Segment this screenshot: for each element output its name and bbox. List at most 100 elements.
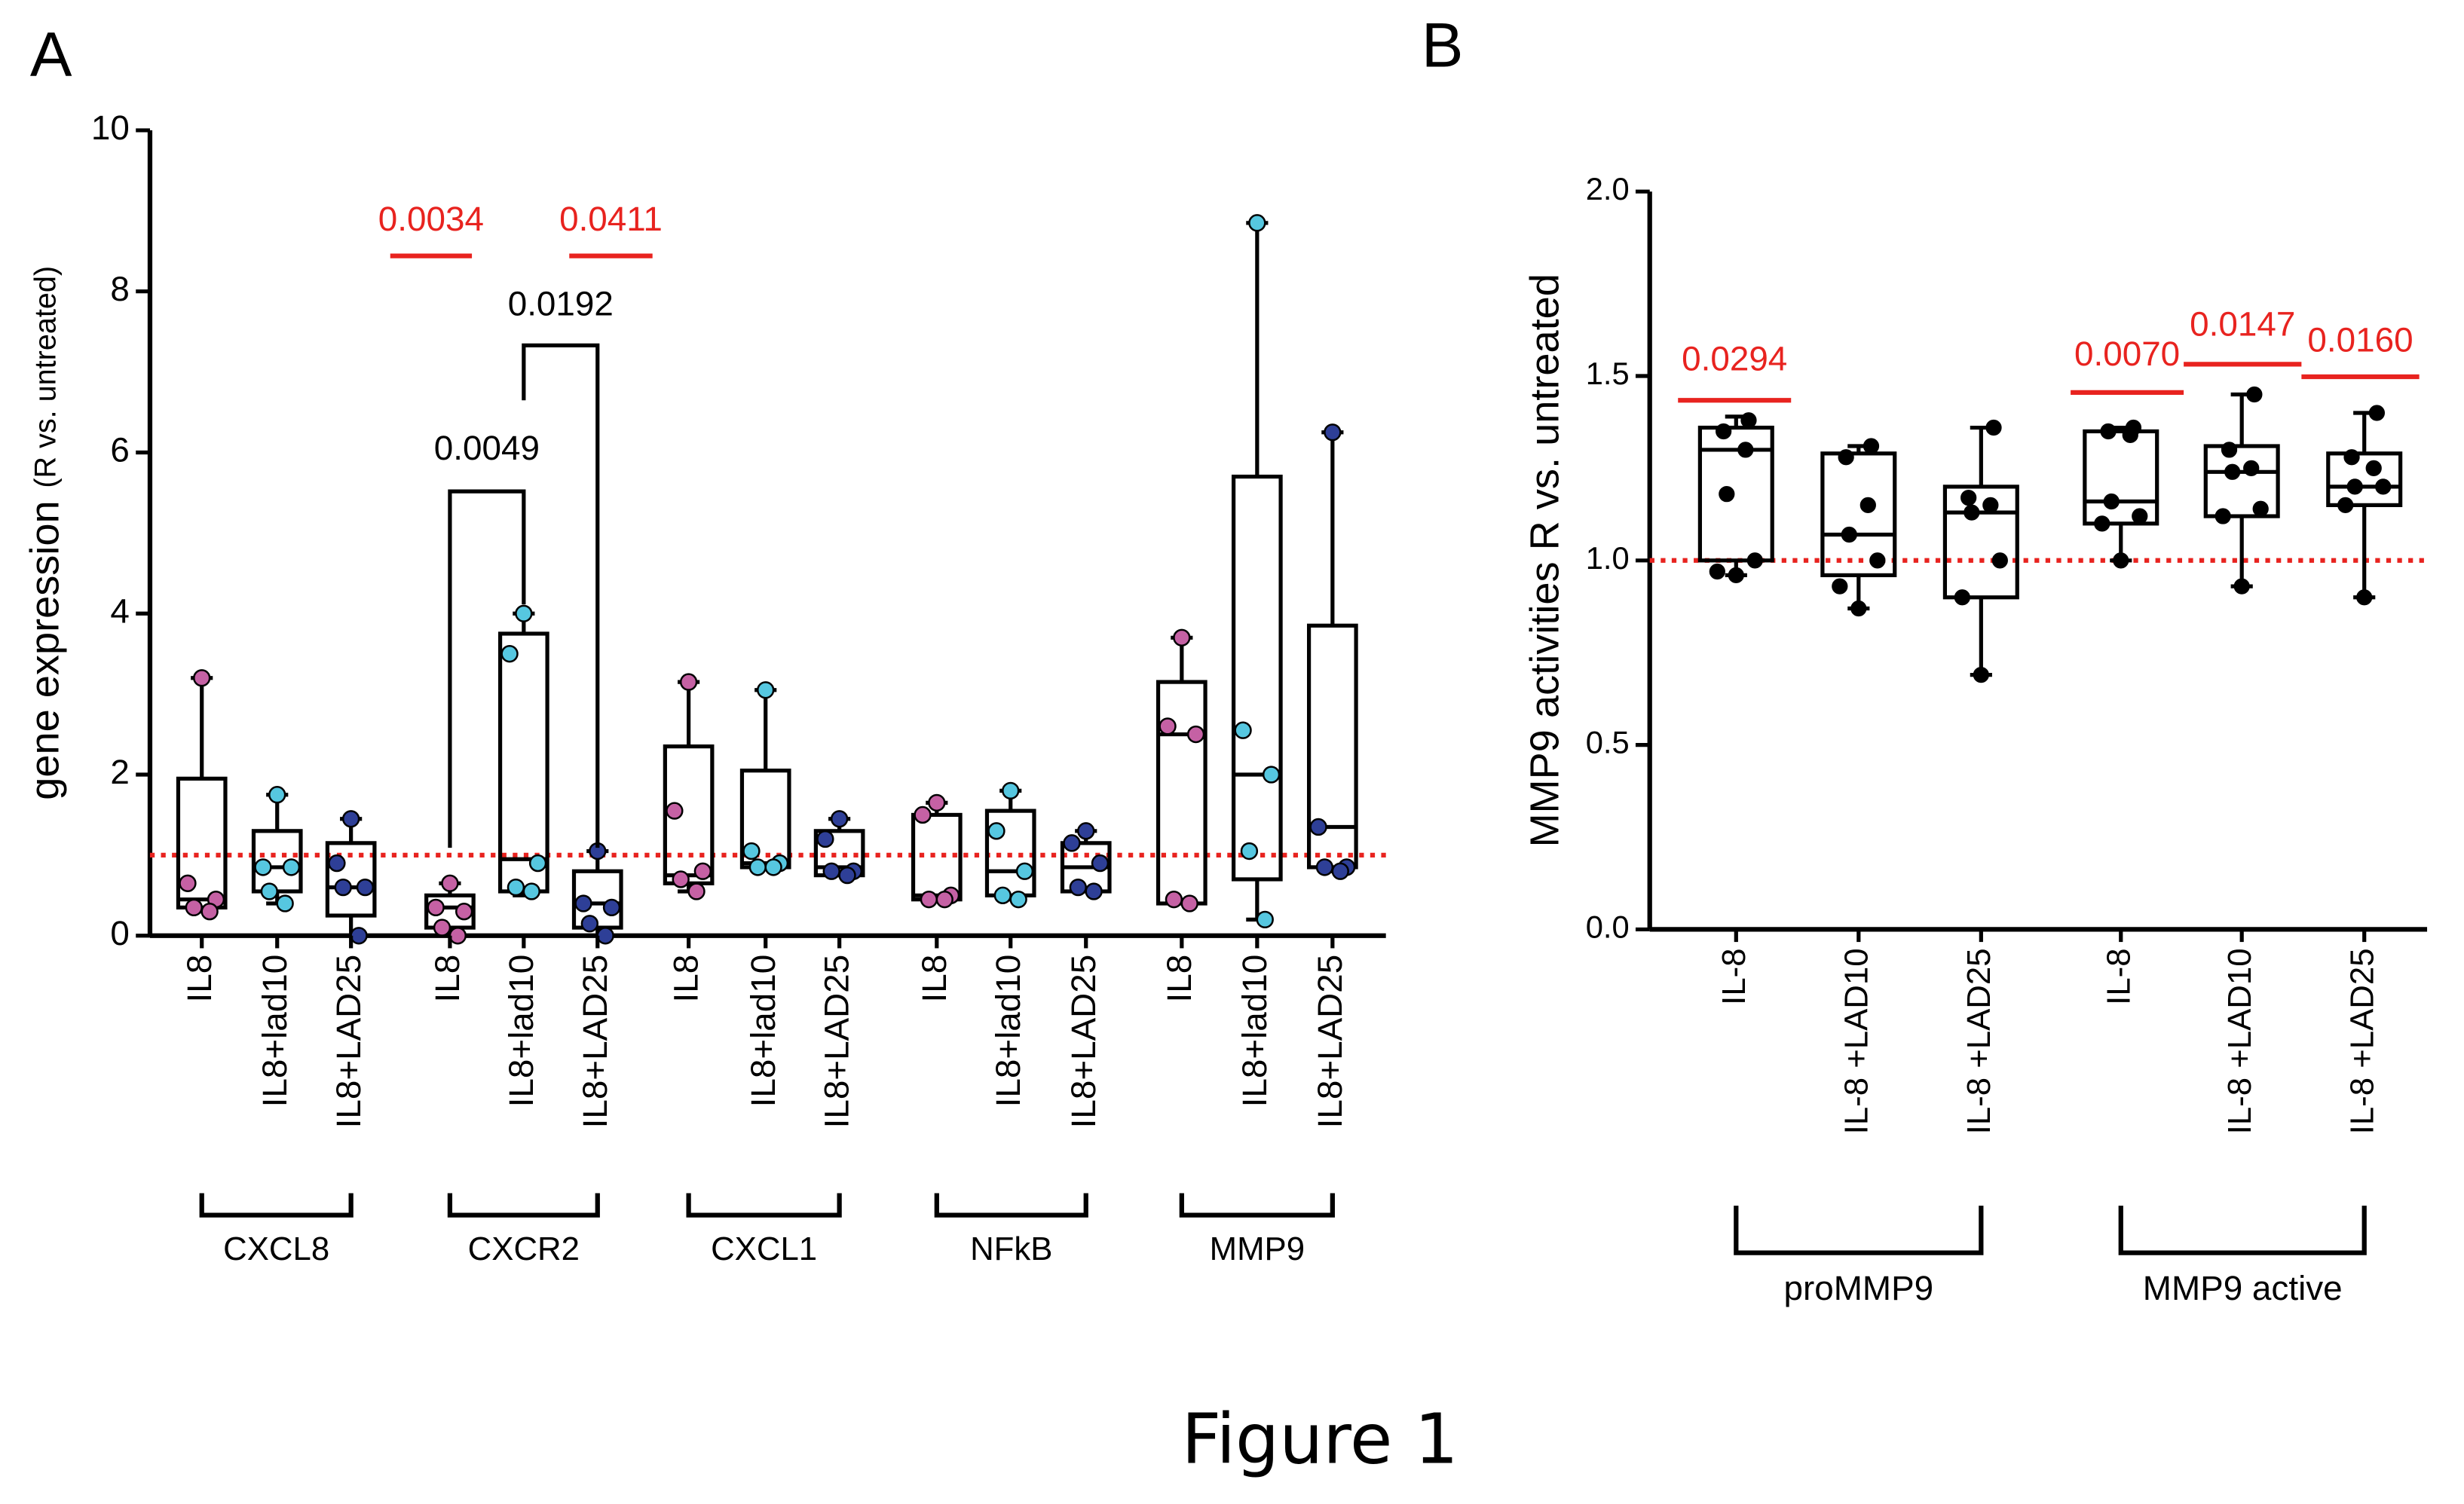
data-point [1248,214,1266,232]
data-point [1719,486,1735,503]
box [1942,485,2019,600]
data-point [2356,589,2373,606]
data-point [679,673,698,691]
data-point [602,898,621,917]
data-point [441,874,459,892]
data-point [2368,405,2386,421]
x-tick-label: IL8+LAD25 [1064,955,1103,1129]
data-point [757,681,775,699]
data-point [2113,552,2129,569]
box [1231,474,1283,882]
data-point [693,862,712,880]
data-point [1309,818,1327,836]
data-point [1091,854,1110,873]
y-tick-label: 6 [110,431,130,469]
x-tick-label: IL8 [915,955,953,1003]
data-point [2221,442,2238,458]
y-axis-label-main: gene expression [23,500,68,799]
y-tick-label: 0.0 [1586,909,1630,944]
y-tick-label: 1.0 [1586,540,1630,576]
data-point [455,903,473,921]
data-point [1262,766,1281,784]
box [325,841,377,918]
data-point [816,830,834,848]
p-value: 0.0411 [559,200,663,238]
x-tick-label: IL8 [428,955,467,1003]
x-tick-label: IL8 [180,955,219,1003]
data-point [515,604,533,622]
data-point [1315,858,1334,876]
box [497,631,549,894]
p-value: 0.0192 [508,284,614,323]
data-point [1009,891,1027,909]
data-point [1841,526,1857,543]
data-point [1015,862,1034,880]
group-bracket [2118,1206,2367,1255]
box [2203,444,2280,518]
x-tick-label: IL-8 +LAD25 [2343,948,2380,1134]
data-point [935,891,953,909]
x-tick-label: IL-8 +LAD10 [1838,948,1875,1134]
data-point [260,882,278,900]
x-tick-label: IL8+LAD25 [329,955,368,1129]
y-tick-label: 0 [110,914,130,952]
significance-bracket [448,489,526,848]
y-tick-label: 2 [110,753,130,791]
data-point [500,645,519,663]
data-point [1709,563,1725,580]
data-point [350,927,368,945]
panel-letter: B [1422,11,1464,81]
group-bracket [447,1193,600,1218]
data-point [596,927,614,945]
group-bracket [686,1193,842,1218]
box [2083,429,2159,526]
data-point [1002,781,1020,800]
data-point [666,802,684,820]
data-point [1728,567,1744,584]
data-point [1863,438,1880,454]
y-tick-label: 4 [110,592,130,630]
data-point [1982,497,1999,513]
group-label: CXCR2 [468,1230,580,1267]
data-point [1234,721,1252,739]
x-tick-label: IL8+lad10 [989,955,1027,1108]
data-point [282,858,301,876]
data-point [356,878,375,897]
data-point [1964,504,1980,521]
data-point [1186,725,1205,744]
data-point [448,927,467,945]
group-bracket [199,1193,354,1218]
p-value: 0.0160 [2307,320,2413,359]
data-point [2246,386,2263,403]
box [1155,680,1208,906]
data-point [507,878,525,897]
x-tick-label: IL-8 [1716,948,1752,1004]
data-point [328,854,346,873]
data-point [268,786,286,804]
data-point [2215,508,2231,524]
data-point [1069,878,1087,897]
significance-bracket [522,343,600,848]
x-tick-label: IL8+LAD25 [818,955,856,1129]
data-point [2375,478,2392,495]
data-point [1859,497,1876,513]
x-tick-label: IL8+lad10 [744,955,782,1108]
data-point [920,891,938,909]
figure-caption: Figure 1 [1182,1399,1459,1480]
data-point [838,866,856,885]
data-point [341,810,360,828]
data-point [742,842,761,861]
data-point [993,886,1012,904]
data-point [822,862,840,880]
x-tick-label: IL8 [1160,955,1198,1003]
data-point [1716,423,1732,440]
data-point [1832,578,1848,595]
data-point [764,858,782,876]
y-tick-label: 0.5 [1586,725,1630,760]
p-value: 0.0147 [2190,304,2295,343]
data-point [1746,552,1763,569]
p-value: 0.0034 [378,200,484,238]
p-value: 0.0294 [1682,339,1787,378]
